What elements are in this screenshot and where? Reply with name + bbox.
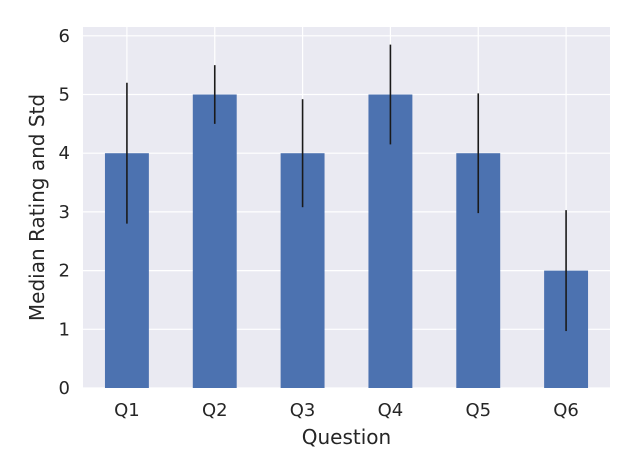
error-bars <box>126 44 567 332</box>
x-tick-label-Q6: Q6 <box>553 400 579 421</box>
y-tick-label-2: 2 <box>59 261 70 282</box>
x-tick-label-Q4: Q4 <box>378 400 404 421</box>
y-tick-labels: 0 1 2 3 4 5 6 <box>59 26 70 399</box>
plot-area <box>83 27 610 388</box>
y-tick-label-6: 6 <box>59 26 70 47</box>
bar-Q2 <box>192 94 237 389</box>
x-tick-label-Q1: Q1 <box>114 400 140 421</box>
x-tick-label-Q3: Q3 <box>290 400 316 421</box>
y-tick-label-5: 5 <box>59 85 70 106</box>
y-tick-label-4: 4 <box>59 143 70 164</box>
x-tick-labels: Q1 Q2 Q3 Q4 Q5 Q6 <box>114 400 579 421</box>
y-tick-label-1: 1 <box>59 319 70 340</box>
x-tick-label-Q2: Q2 <box>202 400 228 421</box>
y-tick-label-3: 3 <box>59 202 70 223</box>
y-axis-label: Median Rating and Std <box>25 94 49 321</box>
y-tick-label-0: 0 <box>59 378 70 399</box>
x-axis-label: Question <box>302 425 391 449</box>
x-tick-label-Q5: Q5 <box>465 400 491 421</box>
